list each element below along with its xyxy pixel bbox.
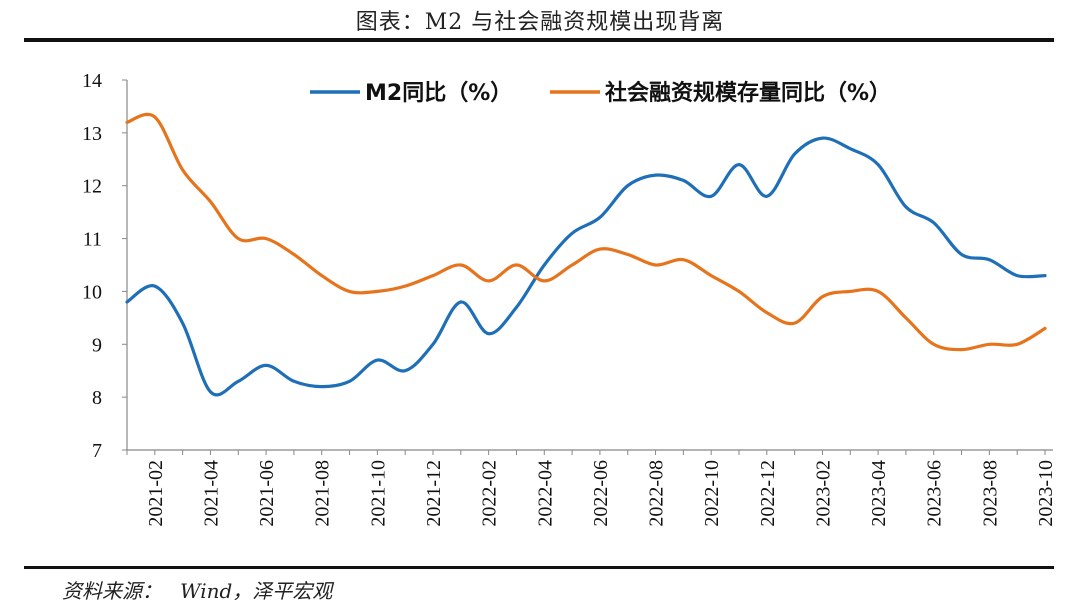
x-tick-label: 2022-06 xyxy=(590,460,612,527)
y-tick-label: 10 xyxy=(82,281,102,303)
top-rule xyxy=(24,38,1054,42)
y-tick-label: 11 xyxy=(83,229,102,251)
x-tick-label: 2022-04 xyxy=(534,460,556,527)
source-text: Wind，泽平宏观 xyxy=(180,579,333,603)
x-tick-label: 2022-08 xyxy=(646,460,668,527)
series-tsf-line xyxy=(125,112,1047,352)
legend-m2-label: M2同比（%） xyxy=(365,81,512,106)
y-tick-label: 7 xyxy=(92,440,102,462)
y-tick-label: 14 xyxy=(82,70,102,92)
source-note: 资料来源： Wind，泽平宏观 xyxy=(62,575,350,604)
x-tick-label: 2021-10 xyxy=(367,460,389,527)
x-tick-label: 2021-12 xyxy=(423,460,445,527)
y-tick-label: 12 xyxy=(82,176,102,198)
bottom-rule xyxy=(24,566,1054,569)
y-tick-label: 8 xyxy=(92,387,102,409)
series-m2-line xyxy=(125,136,1047,397)
y-tick-label: 13 xyxy=(82,123,102,145)
x-tick-label: 2023-10 xyxy=(1035,460,1057,527)
x-tick-label: 2023-04 xyxy=(868,460,890,527)
x-tick-label: 2023-06 xyxy=(924,460,946,527)
legend-tsf-label: 社会融资规模存量同比（%） xyxy=(605,80,891,106)
source-label: 资料来源： xyxy=(62,579,162,603)
x-tick-label: 2021-02 xyxy=(145,460,167,527)
x-tick-label: 2021-04 xyxy=(200,460,222,527)
chart-title: 图表：M2 与社会融资规模出现背离 xyxy=(355,10,725,35)
x-tick-label: 2021-06 xyxy=(256,460,278,527)
x-tick-label: 2022-02 xyxy=(479,460,501,527)
x-tick-label: 2023-02 xyxy=(812,460,834,527)
x-tick-label: 2022-12 xyxy=(757,460,779,527)
x-tick-label: 2021-08 xyxy=(312,460,334,527)
x-tick-label: 2022-10 xyxy=(701,460,723,527)
x-tick-label: 2023-08 xyxy=(979,460,1001,527)
y-tick-label: 9 xyxy=(92,334,102,356)
